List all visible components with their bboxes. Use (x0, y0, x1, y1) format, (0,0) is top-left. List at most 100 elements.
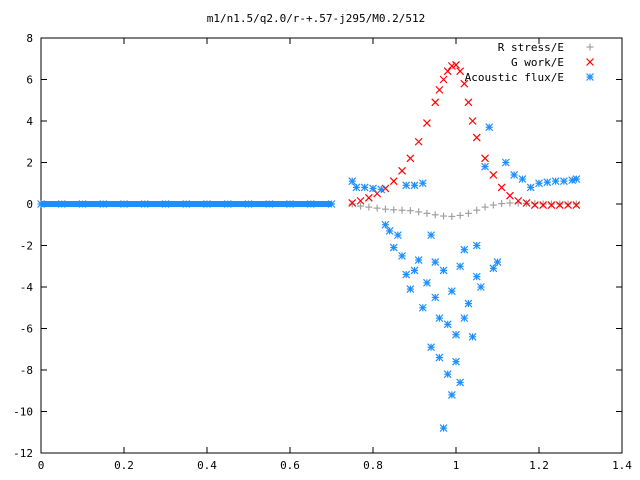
data-point (535, 179, 543, 188)
data-point (572, 201, 581, 209)
data-point (460, 79, 469, 88)
data-point (551, 177, 560, 186)
data-point (460, 314, 469, 323)
legend-label: R stress/E (498, 41, 564, 54)
data-point (464, 209, 472, 217)
data-point (485, 123, 494, 132)
data-point (456, 211, 464, 219)
data-point (406, 285, 415, 293)
data-point (443, 370, 452, 379)
data-point (385, 227, 394, 235)
legend-marker (586, 43, 594, 51)
x-tick-label: 0.2 (114, 459, 134, 472)
data-point (389, 243, 398, 252)
data-point (439, 424, 448, 433)
data-point (489, 264, 498, 273)
y-tick-label: -8 (20, 364, 33, 377)
x-tick-label: 0 (38, 459, 45, 472)
data-point (472, 272, 481, 281)
data-point (369, 184, 377, 193)
chart-title: m1/n1.5/q2.0/r-+.57-j295/M0.2/512 (207, 12, 426, 25)
axes: 0 0.2 0.4 0.6 0.8 1 1.2 1.4 -12 -10 -8 -6 -4 -2 0 2 4 6 8 (13, 32, 632, 472)
data-point (418, 179, 427, 188)
series-2 (37, 123, 581, 433)
data-point (448, 212, 456, 220)
data-point (506, 191, 514, 200)
legend-marker (586, 73, 594, 81)
x-tick-label: 0.4 (197, 459, 217, 472)
data-point (203, 200, 211, 208)
data-point (493, 258, 502, 267)
data-point (481, 203, 489, 211)
data-point (402, 270, 411, 279)
data-point (510, 171, 519, 179)
data-point (526, 183, 535, 192)
data-point (543, 178, 552, 187)
y-tick-label: 2 (26, 157, 33, 170)
data-point (410, 181, 419, 190)
data-point (140, 200, 149, 208)
data-point (99, 200, 108, 208)
data-point (472, 241, 481, 250)
data-point (464, 299, 473, 308)
data-point (559, 177, 568, 186)
y-tick-label: -10 (13, 406, 33, 419)
plot-frame (40, 37, 623, 454)
data-point (556, 200, 564, 208)
data-point (423, 209, 431, 217)
data-point (360, 183, 369, 192)
data-point (57, 200, 66, 208)
data-point (439, 266, 448, 275)
series-layer (37, 61, 581, 433)
y-tick-label: 6 (26, 74, 33, 87)
data-point (182, 200, 191, 208)
data-point (418, 303, 427, 312)
data-point (476, 283, 485, 291)
data-point (427, 343, 436, 352)
data-point (447, 287, 456, 296)
data-point (286, 200, 294, 208)
data-point (547, 200, 555, 208)
data-point (564, 201, 572, 209)
data-point (530, 201, 539, 209)
x-tick-label: 0.6 (280, 459, 300, 472)
data-point (468, 117, 477, 125)
data-point (539, 201, 548, 209)
data-point (161, 200, 170, 208)
y-tick-label: -6 (20, 323, 33, 336)
data-point (406, 207, 414, 215)
data-point (78, 200, 87, 208)
data-point (431, 211, 439, 219)
data-point (481, 162, 489, 171)
y-tick-label: 0 (26, 198, 33, 211)
data-point (501, 158, 510, 167)
legend-label: G work/E (511, 56, 564, 69)
data-point (389, 177, 398, 186)
data-point (497, 183, 506, 192)
data-point (120, 200, 128, 208)
data-point (402, 181, 411, 190)
data-point (489, 201, 497, 209)
data-point (423, 278, 431, 287)
data-point (327, 200, 336, 208)
data-point (564, 200, 572, 208)
data-point (377, 185, 386, 194)
data-point (506, 199, 514, 207)
data-point (440, 212, 448, 220)
data-point (435, 353, 444, 362)
y-tick-label: -4 (20, 281, 34, 294)
data-point (365, 203, 373, 211)
legend-marker (586, 58, 594, 66)
data-point (447, 390, 456, 399)
data-point (452, 61, 460, 69)
data-point (431, 293, 440, 302)
x-tick-label: 0.8 (363, 459, 383, 472)
data-point (37, 200, 45, 208)
data-point (472, 133, 481, 142)
data-point (456, 262, 465, 271)
data-point (306, 200, 315, 208)
data-point (439, 75, 448, 84)
x-tick-label: 1 (453, 459, 460, 472)
data-point (410, 266, 419, 275)
y-tick-label: -12 (13, 447, 33, 460)
